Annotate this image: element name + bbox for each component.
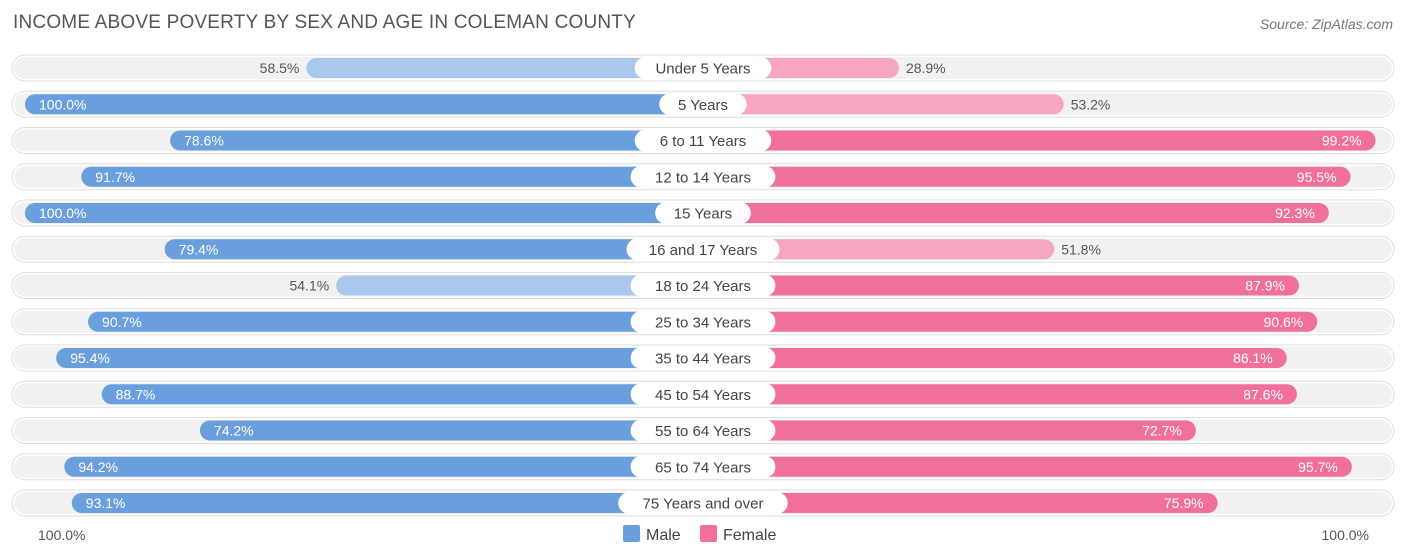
value-label-female: 87.9% <box>1245 278 1285 294</box>
category-label-pill <box>634 57 772 79</box>
bar-female <box>703 203 1329 223</box>
bar-female <box>703 239 1055 260</box>
bar-male <box>164 239 704 260</box>
category-label: 18 to 24 Years <box>655 278 751 295</box>
bar-male <box>64 456 704 477</box>
category-label-pill <box>630 383 776 406</box>
category-label: 35 to 44 Years <box>655 351 751 368</box>
value-label-male: 88.7% <box>116 386 156 402</box>
value-label-male: 95.4% <box>70 350 110 366</box>
category-label-pill <box>630 347 776 369</box>
value-label-female: 99.2% <box>1322 133 1362 149</box>
value-label-male: 74.2% <box>214 423 254 439</box>
value-label-female: 28.9% <box>906 60 946 76</box>
value-label-male: 54.1% <box>289 278 329 294</box>
value-label-male: 100.0% <box>39 96 86 112</box>
category-label: 55 to 64 Years <box>655 423 751 440</box>
value-label-male: 90.7% <box>102 314 142 330</box>
value-label-female: 75.9% <box>1164 495 1204 511</box>
bar-male <box>81 166 704 187</box>
chart-rows: 58.5% 28.9% Under 5 Years 100.0% 53.2% 5 Year… <box>11 54 1395 517</box>
bar-female <box>703 493 1218 513</box>
bar-female <box>703 348 1287 368</box>
bar-male <box>306 58 703 78</box>
category-label-pill <box>626 238 780 261</box>
category-label: 25 to 34 Years <box>655 314 751 331</box>
value-label-male: 100.0% <box>39 205 86 221</box>
category-label-pill <box>630 310 776 333</box>
category-label-pill <box>630 165 776 188</box>
category-label: 75 Years and over <box>643 496 764 513</box>
chart-source: Source: ZipAtlas.com <box>1260 16 1393 32</box>
category-label: 12 to 14 Years <box>655 169 751 186</box>
category-label: 65 to 74 Years <box>655 459 751 476</box>
category-label: 45 to 54 Years <box>655 387 751 404</box>
category-label: 16 and 17 Years <box>649 242 757 259</box>
value-label-female: 51.8% <box>1061 241 1101 257</box>
value-label-male: 58.5% <box>260 60 300 76</box>
bar-female <box>703 94 1064 115</box>
legend-swatch-male <box>623 525 640 542</box>
category-label-pill <box>630 419 776 442</box>
category-label: 5 Years <box>678 97 728 114</box>
legend-swatch-female <box>700 525 717 542</box>
category-label-pill <box>659 93 747 116</box>
bar-male <box>56 348 704 368</box>
bar-male <box>25 203 703 223</box>
value-label-female: 86.1% <box>1233 350 1273 366</box>
value-label-male: 91.7% <box>95 169 135 185</box>
value-label-female: 92.3% <box>1275 205 1315 221</box>
value-label-female: 95.7% <box>1298 459 1338 475</box>
category-label: 15 Years <box>674 206 732 223</box>
value-label-female: 53.2% <box>1071 96 1111 112</box>
bar-male <box>25 94 703 115</box>
category-label-pill <box>630 274 776 297</box>
bar-female <box>703 456 1352 477</box>
value-label-male: 93.1% <box>86 495 126 511</box>
legend: Male Female <box>623 525 776 544</box>
value-label-male: 78.6% <box>184 133 224 149</box>
value-label-male: 79.4% <box>179 241 219 257</box>
bar-male <box>336 275 703 296</box>
value-label-female: 90.6% <box>1264 314 1304 330</box>
bar-female <box>703 130 1376 151</box>
category-label: 6 to 11 Years <box>660 133 746 150</box>
axis-right-label: 100.0% <box>1322 527 1369 543</box>
category-label-pill <box>634 129 772 152</box>
bar-male <box>88 311 703 332</box>
bar-female <box>703 420 1196 441</box>
category-label-pill <box>655 202 751 224</box>
value-label-male: 94.2% <box>78 459 118 475</box>
legend-label-male: Male <box>646 527 681 544</box>
bar-female <box>703 166 1351 187</box>
bar-male <box>101 384 703 405</box>
bar-male <box>71 493 704 513</box>
bar-female <box>703 311 1318 332</box>
legend-label-female: Female <box>723 527 776 544</box>
bar-male <box>170 130 704 151</box>
category-label-pill <box>618 492 788 514</box>
category-label-pill <box>630 455 776 478</box>
bar-female <box>703 275 1299 296</box>
category-label: Under 5 Years <box>655 61 750 78</box>
bar-male <box>199 420 703 441</box>
axis-left-label: 100.0% <box>38 527 85 543</box>
value-label-female: 87.6% <box>1243 386 1283 402</box>
bar-female <box>703 384 1297 405</box>
value-label-female: 72.7% <box>1142 423 1182 439</box>
value-label-female: 95.5% <box>1297 169 1337 185</box>
chart-title: INCOME ABOVE POVERTY BY SEX AND AGE IN C… <box>13 12 636 33</box>
